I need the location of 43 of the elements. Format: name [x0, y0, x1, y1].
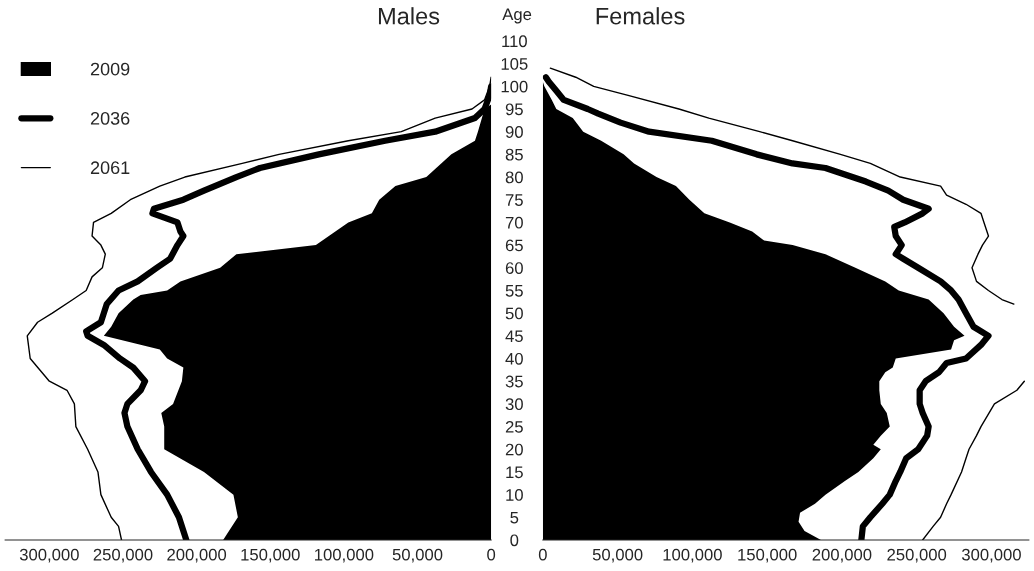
y-tick-label: 105 [501, 58, 528, 70]
y-tick-label: 65 [505, 239, 523, 252]
y-tick-label: 90 [505, 126, 523, 138]
x-tick-label: 50,000 [592, 548, 643, 563]
y-tick-label: 45 [505, 330, 523, 343]
y-tick-label: 80 [505, 171, 523, 184]
y-tick-label: 25 [505, 420, 523, 433]
x-tick-label: 200,000 [167, 548, 227, 563]
legend-label: 2009 [90, 62, 130, 76]
x-tick-label: 300,000 [961, 548, 1021, 563]
x-tick-label: 0 [487, 548, 496, 561]
y-tick-label: 95 [505, 103, 523, 116]
chart-title: Females [596, 7, 685, 25]
x-tick-label: 150,000 [241, 548, 300, 563]
x-tick-label: 100,000 [663, 548, 722, 563]
y-tick-label: 20 [505, 443, 523, 456]
y-tick-label: 110 [502, 35, 527, 48]
y-tick-label: 5 [510, 511, 519, 524]
y-axis-title: Age [502, 8, 532, 24]
y-tick-label: 35 [505, 375, 523, 388]
x-tick-label: 250,000 [93, 548, 153, 563]
y-tick-label: 10 [506, 489, 523, 501]
y-tick-label: 55 [505, 285, 523, 297]
y-tick-label: 75 [505, 194, 523, 206]
y-tick-label: 60 [505, 262, 523, 274]
x-tick-label: 150,000 [738, 548, 797, 563]
chart-title: Males [378, 7, 440, 25]
y-tick-label: 40 [505, 352, 523, 365]
legend-label: 2061 [90, 161, 130, 175]
y-tick-label: 100 [501, 80, 528, 93]
y-tick-label: 70 [505, 216, 523, 229]
y-tick-label: 85 [505, 148, 523, 161]
x-tick-label: 300,000 [19, 548, 79, 563]
y-tick-label: 50 [505, 307, 523, 320]
x-tick-label: 250,000 [887, 548, 947, 563]
y-tick-label: 30 [505, 398, 523, 411]
x-tick-label: 100,000 [315, 548, 374, 563]
y-tick-label: 15 [506, 466, 523, 479]
legend-label: 2036 [90, 111, 130, 125]
x-tick-label: 200,000 [812, 548, 872, 563]
x-tick-label: 0 [538, 548, 547, 561]
x-tick-label: 50,000 [392, 548, 443, 563]
y-tick-label: 0 [510, 534, 519, 547]
